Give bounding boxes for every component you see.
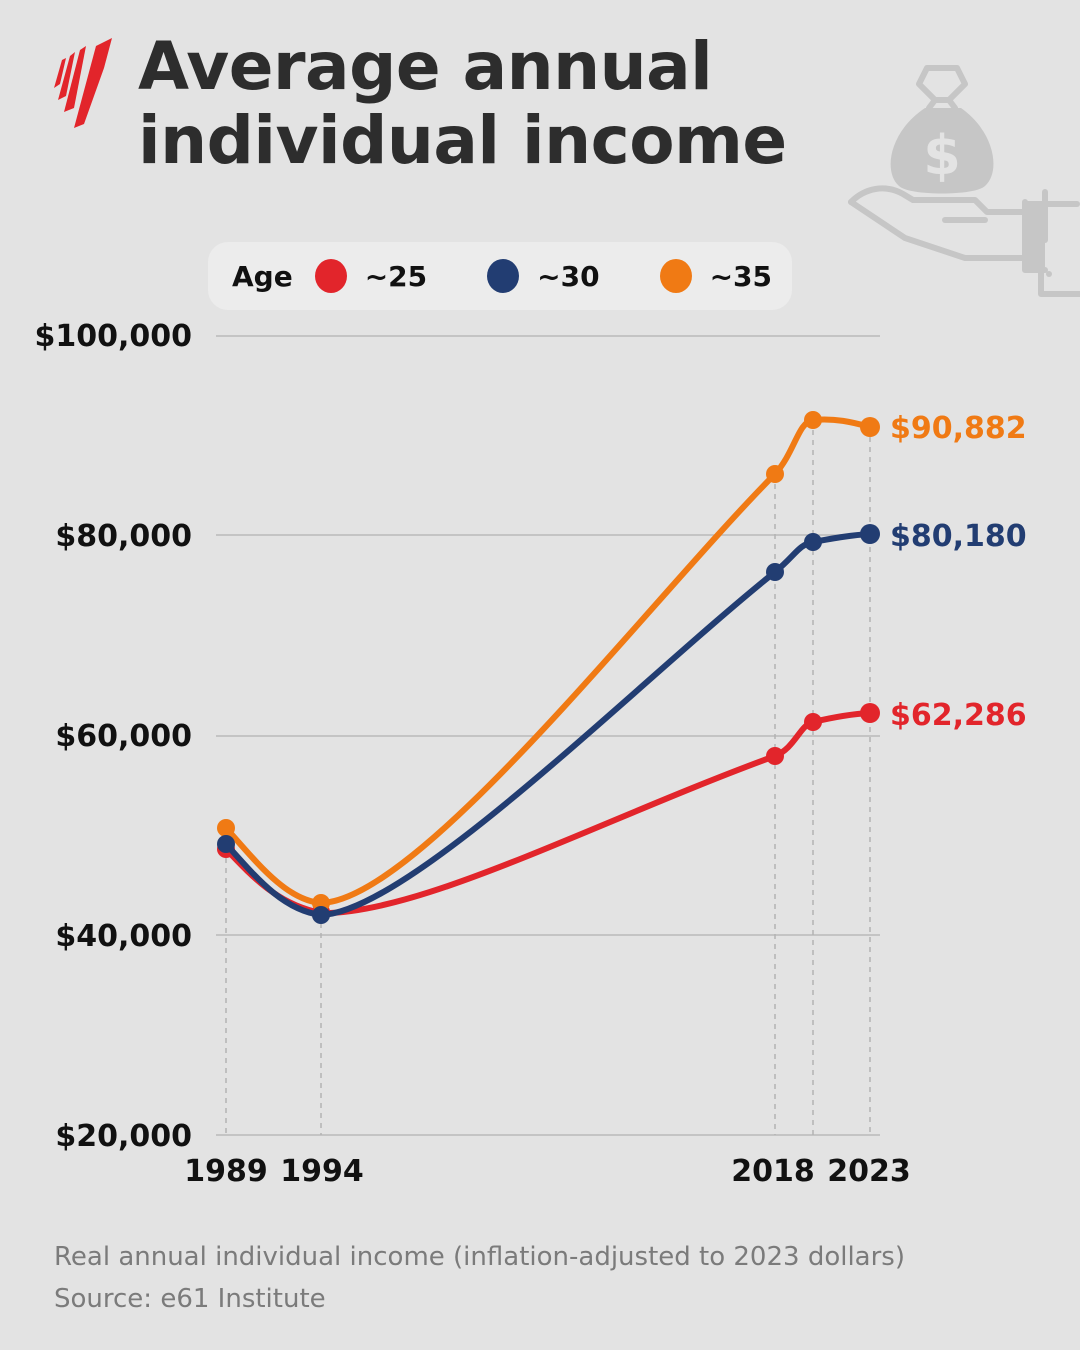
series-age-35	[217, 411, 880, 912]
legend-label-age-35: ~35	[709, 259, 773, 293]
x-tick-2018: 2018	[731, 1154, 815, 1189]
gridlines	[216, 335, 880, 1136]
chart-subtitle-note: Real annual individual income (inflation…	[54, 1242, 905, 1272]
x-tick-1989: 1989	[184, 1154, 268, 1189]
sbs-logo-icon	[54, 38, 112, 128]
hand-holding-money-bag-icon: $	[848, 65, 1080, 297]
end-label-age-35: $90,882	[890, 411, 1027, 446]
legend-dot-age-25	[314, 259, 347, 293]
footnote: Real annual individual income (inflation…	[54, 1236, 905, 1320]
svg-text:$: $	[923, 124, 961, 187]
y-tick-40000: $40,000	[55, 919, 192, 954]
legend-item-age-30: ~30	[487, 259, 600, 293]
y-tick-60000: $60,000	[55, 719, 192, 754]
title-line-2: individual income	[138, 102, 787, 179]
legend-dot-age-35	[659, 259, 692, 293]
chart-legend: Age ~25 ~30 ~35	[208, 242, 792, 310]
legend-item-age-35: ~35	[659, 259, 773, 293]
series-age-30	[217, 524, 880, 924]
end-label-age-30: $80,180	[890, 519, 1027, 554]
legend-label-age-30: ~30	[537, 259, 600, 293]
legend-label-age-25: ~25	[364, 259, 428, 293]
x-tick-2023: 2023	[827, 1154, 911, 1189]
y-axis: $100,000 $80,000 $60,000 $40,000 $20,000	[34, 319, 192, 1154]
legend-title: Age	[232, 259, 293, 293]
source-note: Source: e61 Institute	[54, 1284, 326, 1314]
x-axis: 1989 1994 2018 2023	[184, 1154, 911, 1189]
y-tick-100000: $100,000	[34, 319, 192, 354]
legend-dot-age-30	[487, 259, 520, 293]
y-tick-20000: $20,000	[55, 1119, 192, 1154]
x-tick-1994: 1994	[280, 1154, 364, 1189]
end-label-age-25: $62,286	[890, 698, 1027, 733]
x-guides	[225, 420, 871, 1135]
title-line-1: Average annual	[138, 28, 713, 105]
legend-item-age-25: ~25	[314, 259, 428, 293]
page-title: Average annual individual income	[138, 30, 787, 178]
y-tick-80000: $80,000	[55, 519, 192, 554]
